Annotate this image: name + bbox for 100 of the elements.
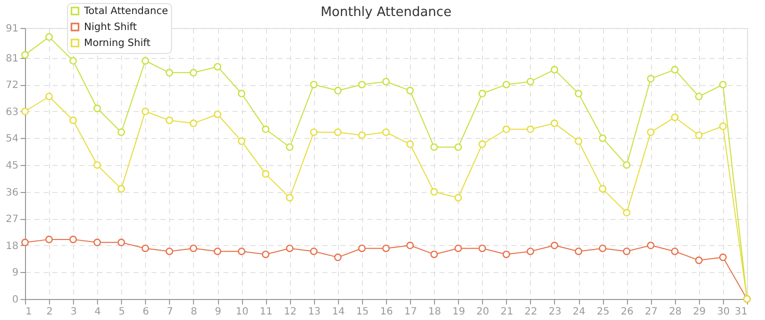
x-tick-label: 6 (142, 306, 150, 318)
point (93, 238, 101, 246)
point (574, 137, 582, 145)
point (430, 188, 438, 196)
point (382, 128, 390, 136)
point (214, 248, 222, 256)
y-tick-label: 27 (6, 214, 18, 226)
point (334, 128, 342, 136)
x-tick-label: 2 (46, 306, 53, 318)
point (382, 244, 390, 252)
legend-label: Night Shift (84, 22, 137, 33)
point (45, 33, 53, 41)
y-tick-label: 72 (6, 80, 18, 92)
point (190, 120, 198, 128)
point (190, 244, 198, 252)
point (574, 90, 582, 98)
x-tick-label: 30 (717, 306, 730, 318)
point (671, 66, 679, 74)
point (214, 110, 222, 118)
point (646, 242, 654, 250)
x-tick-label: 22 (524, 306, 538, 318)
point (550, 120, 558, 128)
point (502, 250, 510, 258)
point (671, 114, 679, 122)
point (238, 248, 246, 256)
legend-label: Total Attendance (83, 6, 168, 17)
point (118, 238, 126, 246)
x-tick-label: 4 (94, 306, 101, 318)
x-tick-label: 23 (548, 306, 562, 318)
point (695, 256, 703, 264)
point (406, 140, 414, 148)
point (214, 62, 222, 70)
point (719, 122, 727, 130)
y-tick-label: 45 (6, 160, 18, 172)
y-tick-label: 91 (6, 24, 18, 34)
point (598, 244, 606, 252)
x-tick-label: 10 (236, 306, 248, 318)
point (142, 244, 150, 252)
point (406, 242, 414, 250)
point (454, 143, 462, 151)
point (21, 238, 29, 246)
point (478, 140, 486, 148)
point (574, 248, 582, 256)
point (190, 68, 198, 76)
point (598, 134, 606, 142)
x-tick-label: 11 (260, 306, 273, 318)
point (526, 248, 534, 256)
point (118, 128, 126, 136)
point (478, 244, 486, 252)
x-tick-label: 13 (308, 306, 321, 318)
point (142, 108, 150, 116)
x-tick-label: 14 (332, 306, 345, 318)
point (526, 78, 534, 86)
point (358, 131, 366, 139)
x-tick-label: 27 (644, 306, 658, 318)
y-tick-label: 63 (6, 106, 18, 118)
point (262, 125, 270, 134)
point (166, 68, 174, 76)
point (695, 92, 703, 100)
point (646, 74, 654, 82)
point (334, 86, 342, 94)
point (93, 104, 101, 112)
point (310, 128, 318, 136)
point (21, 108, 29, 116)
y-tick-label: 18 (6, 240, 18, 252)
point (646, 128, 654, 136)
point (286, 244, 294, 252)
point (622, 161, 630, 169)
point (21, 51, 29, 59)
point (310, 248, 318, 256)
point (478, 90, 486, 98)
point (238, 137, 246, 145)
point (238, 90, 246, 98)
x-tick-label: 12 (284, 306, 297, 318)
point (671, 248, 679, 256)
x-tick-label: 17 (404, 306, 417, 318)
x-tick-label: 3 (70, 306, 77, 318)
point (695, 131, 703, 139)
x-tick-label: 19 (452, 306, 466, 318)
point (598, 185, 606, 193)
point (45, 92, 53, 100)
point (69, 116, 77, 124)
point (262, 170, 270, 178)
x-tick-label: 25 (596, 306, 610, 318)
x-tick-label: 31 (734, 306, 748, 318)
x-tick-label: 9 (214, 306, 222, 318)
point (142, 57, 150, 65)
point (334, 254, 342, 262)
point (286, 143, 294, 151)
point (358, 80, 366, 88)
point (622, 208, 630, 216)
point (286, 194, 294, 202)
point (69, 236, 77, 244)
x-tick-label: 16 (380, 306, 393, 318)
y-tick-label: 81 (6, 53, 18, 64)
point (406, 86, 414, 94)
point (719, 80, 727, 88)
point (550, 242, 558, 250)
point (622, 248, 630, 256)
legend-label: Morning Shift (84, 38, 150, 49)
